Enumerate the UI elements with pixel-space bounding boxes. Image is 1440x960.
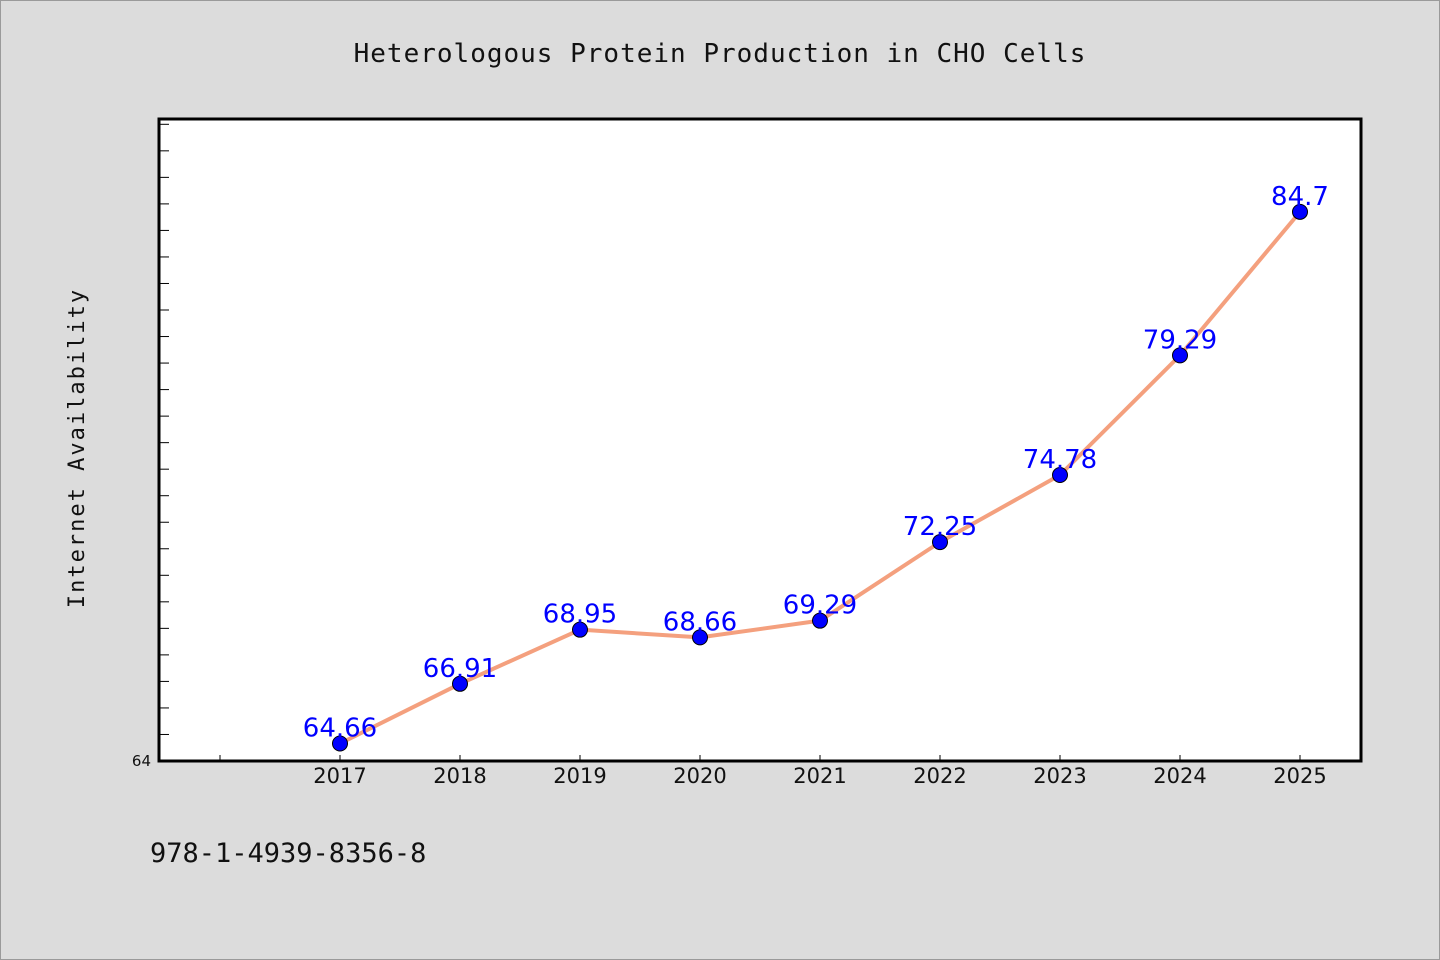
x-tick-label: 2023	[1033, 764, 1086, 788]
x-tick-label: 2022	[913, 764, 966, 788]
data-point	[692, 629, 708, 646]
x-axis-ticks: 2017 2018 2019 2020 2021 2022 2023 2024 2025	[219, 755, 1327, 788]
data-point	[1172, 347, 1188, 364]
data-point	[932, 534, 948, 551]
plot-area	[157, 117, 1363, 763]
data-labels: 64.66 66.91 68.95 68.66 69.29 72.25 74.78 79.29…	[303, 182, 1329, 744]
data-label: 74.78	[1023, 445, 1097, 475]
data-point	[812, 612, 828, 629]
x-tick-label: 2021	[793, 764, 846, 788]
data-label: 68.95	[543, 600, 617, 630]
data-label: 66.91	[423, 654, 497, 684]
data-label: 69.29	[783, 591, 857, 621]
data-point	[1052, 467, 1068, 484]
x-tick-label: 2020	[673, 764, 726, 788]
data-series	[332, 203, 1308, 752]
data-point	[1292, 203, 1308, 220]
data-label: 79.29	[1143, 325, 1217, 355]
data-point	[572, 621, 588, 638]
y-axis-ticks: 64	[132, 123, 169, 770]
x-tick-label: 2019	[553, 764, 606, 788]
x-tick-label: 2017	[313, 764, 366, 788]
footer-isbn: 978-1-4939-8356-8	[150, 838, 426, 869]
data-label: 64.66	[303, 713, 377, 743]
y-tick-label: 64	[132, 752, 151, 770]
data-point	[332, 735, 348, 752]
x-tick-label: 2025	[1273, 764, 1326, 788]
y-axis-label: Internet Availability	[65, 288, 90, 608]
data-point	[452, 675, 468, 692]
data-label: 72.25	[903, 512, 977, 542]
x-tick-label: 2024	[1153, 764, 1206, 788]
data-label: 84.7	[1271, 182, 1329, 212]
data-label: 68.66	[663, 607, 737, 637]
chart-title: Heterologous Protein Production in CHO C…	[354, 39, 1087, 69]
x-tick-label: 2018	[433, 764, 486, 788]
